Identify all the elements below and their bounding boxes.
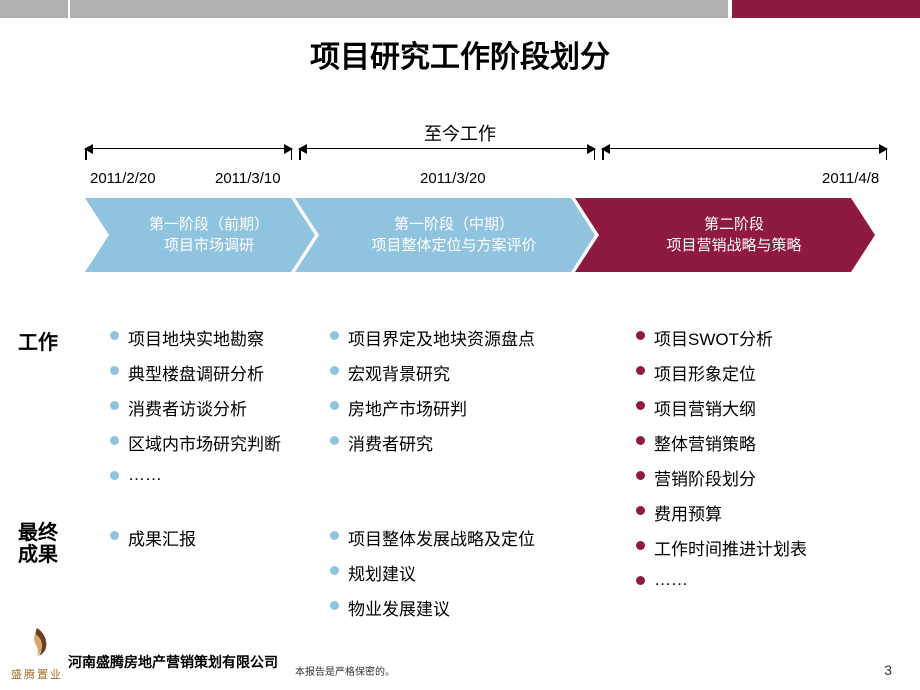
phase-1-line1: 第一阶段（前期） (149, 216, 269, 233)
list-item: 宏观背景研究 (330, 360, 590, 385)
date-bracket-1 (85, 148, 292, 166)
list-item: 典型楼盘调研分析 (110, 360, 310, 385)
phase-2: 第一阶段（中期） 项目整体定位与方案评价 (295, 198, 595, 272)
list-item: 营销阶段划分 (636, 465, 876, 490)
list-item: 消费者访谈分析 (110, 395, 310, 420)
list-item: 整体营销策略 (636, 430, 876, 455)
page-title: 项目研究工作阶段划分 (0, 32, 920, 76)
date-2: 2011/3/10 (215, 170, 281, 187)
phase-1: 第一阶段（前期） 项目市场调研 (85, 198, 315, 272)
list-item: 成果汇报 (110, 525, 310, 550)
logo-text: 盛腾置业 (11, 666, 63, 682)
list-item: 项目地块实地勘察 (110, 325, 310, 350)
list-item: 项目整体发展战略及定位 (330, 525, 590, 550)
row-label-work: 工作 (18, 332, 58, 354)
list-item: 房地产市场研判 (330, 395, 590, 420)
list-item: 项目SWOT分析 (636, 325, 876, 350)
phase-1-line2: 项目市场调研 (164, 237, 254, 254)
col1-final: 成果汇报 (110, 525, 310, 560)
phase-2-line1: 第一阶段（中期） (394, 216, 514, 233)
row-label-final: 最终 成果 (18, 522, 58, 566)
list-item: 物业发展建议 (330, 595, 590, 620)
phase-3: 第二阶段项目营销战略与策略 (575, 198, 875, 272)
phase-2-line2: 项目整体定位与方案评价 (371, 237, 536, 254)
phase-3-line1: 第二阶段 (704, 216, 764, 233)
date-1: 2011/2/20 (90, 170, 156, 187)
topbar-grey-segment (70, 0, 730, 18)
col2-final: 项目整体发展战略及定位 规划建议 物业发展建议 (330, 525, 590, 630)
company-logo: 盛腾置业 (8, 620, 66, 682)
top-accent-bar (0, 0, 920, 18)
page-number: 3 (884, 662, 892, 678)
footer-confidential: 本报告是严格保密的。 (295, 663, 395, 678)
list-item: 区域内市场研究判断 (110, 430, 310, 455)
list-item: 工作时间推进计划表 (636, 535, 876, 560)
footer-company: 河南盛腾房地产营销策划有限公司 (68, 652, 278, 672)
flame-icon (17, 626, 57, 666)
list-item: 规划建议 (330, 560, 590, 585)
date-bracket-2 (299, 148, 595, 166)
phase-chevrons: 第一阶段（前期） 项目市场调研 第一阶段（中期） 项目整体定位与方案评价 第二阶段项… (85, 198, 885, 272)
col1-work: 项目地块实地勘察 典型楼盘调研分析 消费者访谈分析 区域内市场研究判断 …… (110, 325, 310, 495)
date-4: 2011/4/8 (822, 170, 879, 187)
list-item: 项目界定及地块资源盘点 (330, 325, 590, 350)
date-bracket-3 (602, 148, 887, 166)
topbar-maroon-segment (730, 0, 920, 18)
list-item: 项目形象定位 (636, 360, 876, 385)
timeline-subtitle: 至今工作 (0, 120, 920, 146)
phase-3-line2: 项目营销战略与策略 (666, 237, 801, 254)
col3-work: 项目SWOT分析 项目形象定位 项目营销大纲 整体营销策略 营销阶段划分 费用预… (636, 325, 876, 600)
col2-work: 项目界定及地块资源盘点 宏观背景研究 房地产市场研判 消费者研究 (330, 325, 590, 465)
date-3: 2011/3/20 (420, 170, 486, 187)
list-item: 消费者研究 (330, 430, 590, 455)
list-item: 费用预算 (636, 500, 876, 525)
list-item: …… (636, 570, 876, 590)
topbar-grey-segment (0, 0, 70, 18)
list-item: …… (110, 465, 310, 485)
list-item: 项目营销大纲 (636, 395, 876, 420)
